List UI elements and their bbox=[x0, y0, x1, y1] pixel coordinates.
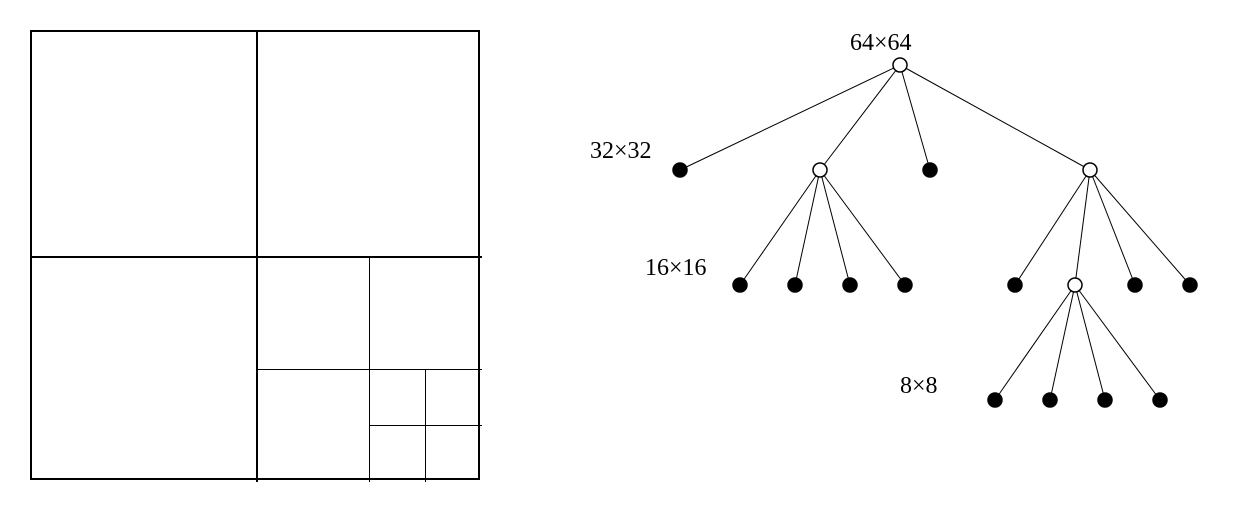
label-level2: 16×16 bbox=[645, 255, 707, 282]
tree-edge bbox=[820, 170, 850, 285]
tree-node-leaf bbox=[843, 278, 857, 292]
label-level1: 32×32 bbox=[590, 138, 652, 165]
tree-node-leaf bbox=[788, 278, 802, 292]
tree-node-internal bbox=[893, 58, 907, 72]
tree-edge bbox=[900, 65, 1090, 170]
tree-edge bbox=[1090, 170, 1135, 285]
tree-edge bbox=[820, 170, 905, 285]
tree-node-leaf bbox=[673, 163, 687, 177]
diagram-container: 64×64 32×32 16×16 8×8 bbox=[30, 30, 1210, 480]
label-root: 64×64 bbox=[850, 30, 912, 57]
tree-node-leaf bbox=[1098, 393, 1112, 407]
tree-edge bbox=[1075, 285, 1105, 400]
tree-node-leaf bbox=[898, 278, 912, 292]
tree-edge bbox=[680, 65, 900, 170]
tree-edge bbox=[1075, 170, 1090, 285]
label-level3: 8×8 bbox=[900, 373, 938, 400]
tree-node-leaf bbox=[1183, 278, 1197, 292]
tree-edge bbox=[820, 65, 900, 170]
tree-node-leaf bbox=[1043, 393, 1057, 407]
tree-edge bbox=[1090, 170, 1190, 285]
tree-node-leaf bbox=[1128, 278, 1142, 292]
tree-node-internal bbox=[1068, 278, 1082, 292]
tree-node-leaf bbox=[988, 393, 1002, 407]
tree-edge bbox=[1015, 170, 1090, 285]
tree-node-internal bbox=[813, 163, 827, 177]
tree-node-leaf bbox=[1008, 278, 1022, 292]
tree-node-leaf bbox=[1153, 393, 1167, 407]
tree-node-internal bbox=[1083, 163, 1097, 177]
tree-node-leaf bbox=[923, 163, 937, 177]
tree-node-leaf bbox=[733, 278, 747, 292]
tree-edge bbox=[900, 65, 930, 170]
quadtree-tree-diagram: 64×64 32×32 16×16 8×8 bbox=[600, 30, 1200, 450]
quadtree-partition-grid bbox=[30, 30, 480, 480]
tree-edge bbox=[1075, 285, 1160, 400]
